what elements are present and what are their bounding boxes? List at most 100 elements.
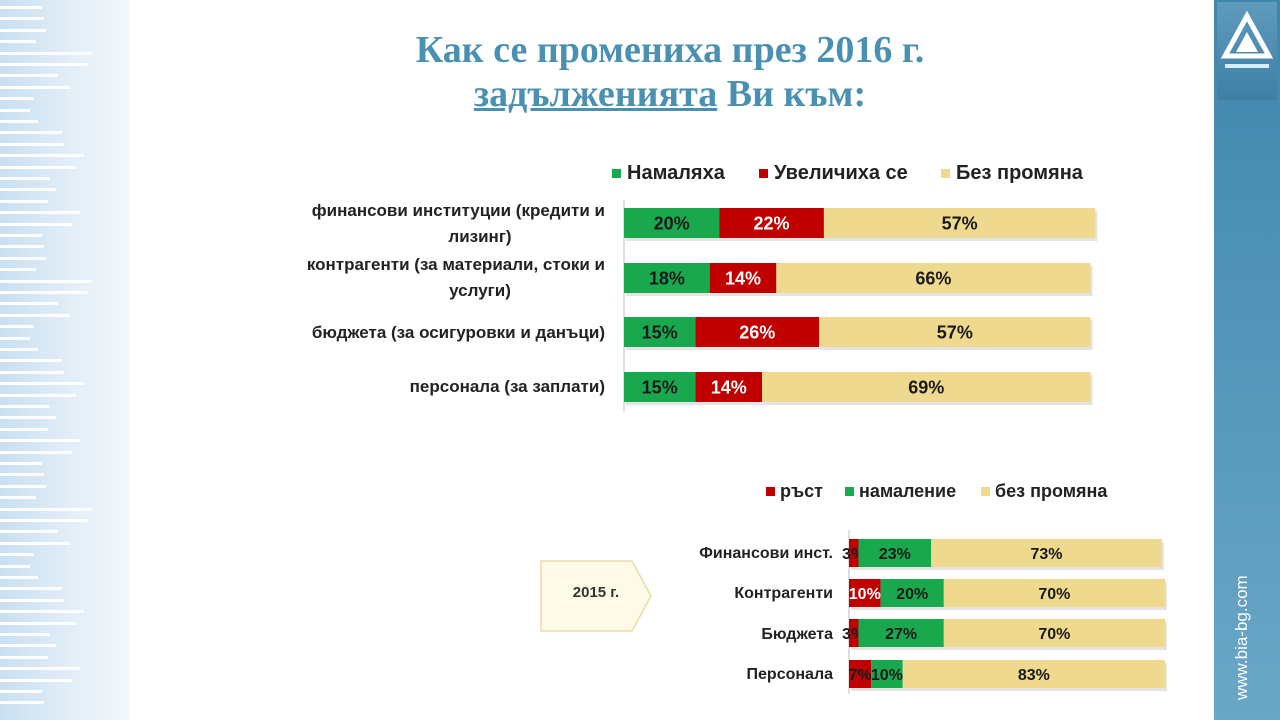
data-label: 7%	[848, 667, 871, 684]
data-label: 22%	[754, 213, 790, 233]
deco-stripe	[0, 6, 42, 9]
data-label: 23%	[879, 546, 911, 563]
deco-stripe	[0, 507, 92, 511]
deco-stripe	[0, 222, 72, 226]
data-label: 20%	[896, 586, 928, 603]
deco-stripe	[0, 644, 56, 648]
legend-swatch	[845, 487, 854, 496]
deco-stripe	[0, 405, 50, 408]
deco-stripe	[0, 564, 30, 568]
deco-stripe	[0, 85, 70, 89]
deco-stripe	[0, 256, 46, 260]
chart-2016: Намаляха Увеличиха се Без промяна 20% 22% 57%…	[307, 162, 1098, 412]
deco-stripe	[0, 234, 42, 237]
deco-stripe	[0, 313, 70, 317]
bar-segment	[709, 263, 777, 293]
deco-stripe	[0, 633, 50, 636]
deco-stripe	[0, 427, 48, 431]
deco-stripe	[0, 678, 72, 682]
data-label: 15%	[642, 377, 678, 397]
category-label: финансови институции (кредити и лизинг)	[312, 201, 605, 246]
right-sidebar	[1214, 0, 1280, 720]
data-label: 70%	[1038, 586, 1070, 603]
bar-segment	[719, 208, 824, 238]
legend-swatch	[759, 169, 768, 178]
category-label: Персонала	[747, 666, 834, 683]
bar-segment	[624, 263, 710, 293]
category-label-line: лизинг)	[448, 227, 511, 246]
deco-stripe	[0, 450, 72, 454]
legend-label: Намаляха	[627, 162, 726, 184]
deco-stripe	[0, 97, 34, 101]
deco-stripe	[0, 165, 76, 169]
data-label: 66%	[915, 268, 951, 288]
bar-segment	[762, 372, 1091, 402]
title-underlined-word: задълженията	[473, 73, 718, 115]
page-title: Как се промениха през 2016 г. задължения…	[300, 28, 1040, 116]
deco-stripe	[0, 701, 44, 705]
deco-stripe	[0, 131, 62, 135]
deco-stripe	[0, 621, 76, 625]
bar-segment	[880, 579, 944, 607]
deco-stripe	[0, 416, 56, 420]
category-label: Бюджета	[761, 626, 833, 643]
deco-stripe	[0, 370, 64, 374]
deco-stripe	[0, 40, 36, 44]
data-label: 10%	[849, 586, 881, 603]
deco-stripe	[0, 325, 34, 329]
data-label: 14%	[711, 377, 747, 397]
deco-stripe	[0, 108, 30, 112]
deco-stripe	[0, 268, 36, 272]
bar-segment	[943, 619, 1165, 647]
deco-stripe	[0, 74, 58, 78]
data-label: 69%	[908, 377, 944, 397]
category-label: Финансови инст.	[699, 545, 833, 562]
bar-segment	[819, 317, 1091, 347]
deco-stripe	[0, 576, 38, 579]
title-line-2-rest: Ви към:	[717, 73, 867, 115]
bar-segment	[776, 263, 1091, 293]
legend-label: намаление	[859, 481, 956, 501]
legend-swatch	[612, 169, 621, 178]
deco-stripe	[0, 519, 88, 522]
deco-stripe	[0, 393, 76, 397]
deco-stripe	[0, 553, 34, 557]
legend-swatch	[766, 487, 775, 496]
deco-stripe	[0, 17, 44, 21]
title-line-2: задълженията Ви към:	[300, 72, 1040, 116]
category-label-line: контрагенти (за материали, стоки и	[307, 255, 605, 274]
bar-segment	[624, 372, 696, 402]
data-label: 26%	[739, 322, 775, 342]
bar-segment	[871, 660, 903, 688]
deco-stripe	[0, 598, 64, 602]
data-label: 73%	[1030, 546, 1062, 563]
year-badge-label: 2015 г.	[572, 584, 620, 601]
deco-stripe	[0, 462, 42, 465]
deco-stripe	[0, 359, 62, 363]
deco-stripe	[0, 439, 80, 443]
data-label: 83%	[1018, 667, 1050, 684]
category-label: бюджета (за осигуровки и данъци)	[312, 323, 605, 342]
bar-segment	[931, 539, 1162, 567]
deco-stripe	[0, 348, 38, 351]
legend-swatch	[981, 487, 990, 496]
logo-box	[1217, 2, 1277, 100]
deco-stripe	[0, 142, 64, 146]
deco-stripe	[0, 211, 80, 215]
deco-stripe	[0, 382, 84, 386]
deco-stripe	[0, 302, 58, 306]
bar-segment	[849, 619, 859, 647]
category-label: персонала (за заплати)	[410, 377, 605, 396]
bar-segment	[849, 539, 859, 567]
left-decoration-panel	[0, 0, 130, 720]
deco-stripe	[0, 188, 56, 192]
deco-stripe	[0, 496, 36, 500]
deco-stripe	[0, 610, 84, 614]
category-label-line: финансови институции (кредити и	[312, 201, 605, 220]
deco-stripe	[0, 655, 48, 659]
deco-stripe	[0, 541, 70, 545]
deco-stripe	[0, 473, 44, 477]
title-line-1: Как се промениха през 2016 г.	[415, 29, 925, 71]
year-badge-2015	[540, 560, 652, 632]
